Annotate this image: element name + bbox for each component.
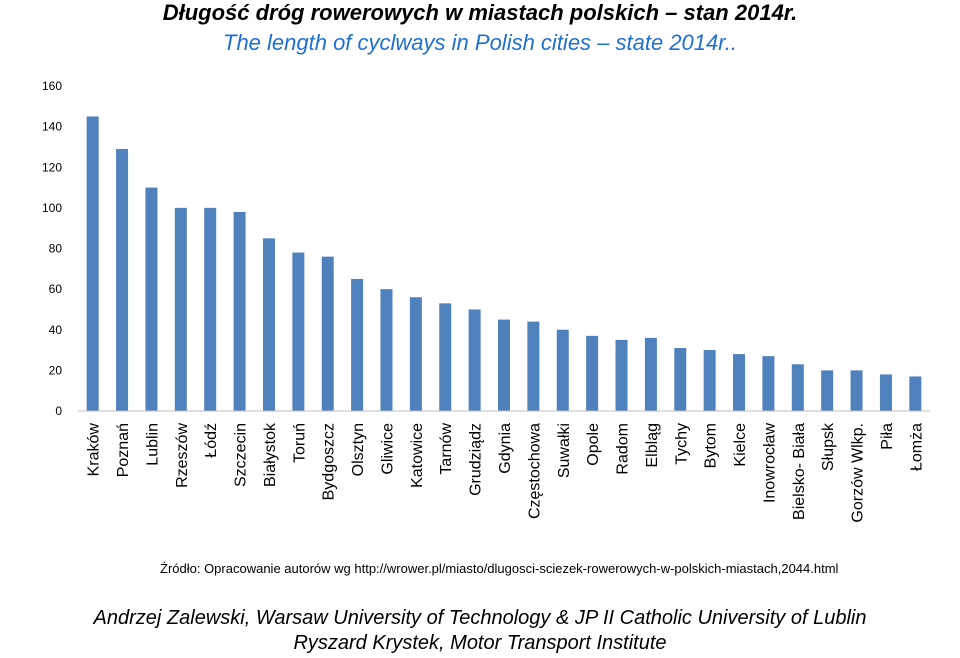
x-tick-label: Częstochowa: [526, 423, 543, 519]
bar: [615, 339, 628, 411]
x-tick-label: Kraków: [86, 423, 103, 477]
bar: [527, 321, 540, 411]
y-tick-label: 80: [49, 242, 63, 256]
x-tick-label: Tarnów: [438, 423, 455, 475]
bar: [439, 303, 452, 411]
footer-authors: Andrzej Zalewski, Warsaw University of T…: [93, 607, 867, 629]
bar: [292, 252, 305, 411]
bar: [556, 329, 569, 411]
x-tick-label: Szczecin: [233, 423, 250, 487]
bar: [586, 335, 599, 411]
bar: [116, 148, 129, 411]
footer-band: [0, 595, 960, 658]
y-tick-label: 0: [55, 404, 62, 418]
x-tick-label: Łódź: [203, 423, 220, 458]
bar: [791, 364, 804, 411]
bar-chart: 0 20 40 60 80 100 120 140 160 Kraków Poznań Lublin…: [42, 79, 930, 523]
bar: [145, 187, 158, 411]
x-tick-label: Kielce: [732, 423, 749, 467]
bar: [262, 238, 275, 411]
bar: [86, 116, 99, 411]
source-note: Źródło: Opracowanie autorów wg http://wr…: [160, 561, 839, 576]
y-tick-label: 140: [42, 120, 62, 134]
bar: [850, 370, 863, 411]
bar: [204, 207, 217, 411]
bar: [674, 348, 687, 411]
chart-subtitle: The length of cyclways in Polish cities …: [223, 30, 737, 55]
x-tick-label: Poznań: [115, 423, 132, 477]
x-tick-label: Bielsko- Biała: [791, 423, 808, 520]
x-tick-label: Opole: [585, 423, 602, 466]
x-tick-label: Rzeszów: [174, 423, 191, 488]
y-tick-label: 60: [49, 282, 63, 296]
bar: [233, 211, 246, 411]
bar: [733, 354, 746, 411]
y-tick-label: 40: [49, 323, 63, 337]
x-tick-label: Gdynia: [497, 423, 514, 474]
bars: [86, 116, 922, 411]
x-tick-label: Gliwice: [379, 423, 396, 475]
bar: [380, 289, 393, 411]
y-tick-label: 20: [49, 363, 63, 377]
x-tick-label: Tychy: [673, 423, 690, 465]
bar: [498, 319, 510, 411]
x-tick-label: Lublin: [144, 423, 161, 466]
bar: [174, 207, 187, 411]
bar: [762, 356, 775, 411]
y-tick-label: 100: [42, 201, 62, 215]
x-tick-label: Gorzów Wlkp.: [850, 423, 867, 523]
x-tick-label: Suwałki: [556, 423, 573, 478]
footer-author-2: Ryszard Krystek, Motor Transport Institu…: [293, 632, 667, 654]
x-tick-label: Olsztyn: [350, 423, 367, 476]
y-tick-label: 160: [42, 79, 62, 93]
bar: [468, 309, 481, 411]
bar: [351, 278, 364, 411]
y-tick-label: 120: [42, 160, 62, 174]
bar: [909, 376, 922, 411]
x-tick-label: Słupsk: [820, 422, 837, 471]
bar: [879, 374, 892, 411]
y-axis: 0 20 40 60 80 100 120 140 160: [42, 79, 62, 418]
bar: [821, 370, 834, 411]
x-tick-label: Inowrocław: [761, 423, 778, 503]
x-tick-label: Katowice: [409, 423, 426, 488]
x-tick-label: Elbląg: [644, 423, 661, 467]
bar: [644, 337, 657, 411]
x-tick-label: Białystok: [262, 422, 279, 487]
x-tick-label: Łomża: [908, 423, 925, 471]
x-axis: Kraków Poznań Lublin Rzeszów Łódź Szczecin Bia…: [78, 410, 930, 523]
chart-title: Długość dróg rowerowych w miastach polsk…: [162, 0, 798, 25]
x-tick-label: Grudziądz: [468, 423, 485, 496]
bar: [409, 297, 422, 411]
x-tick-label: Bydgoszcz: [321, 423, 338, 500]
bar: [321, 256, 334, 411]
x-tick-label: Toruń: [291, 423, 308, 463]
x-tick-label: Bytom: [703, 423, 720, 468]
x-tick-label: Radom: [615, 423, 632, 475]
x-tick-label: Piła: [879, 423, 896, 450]
bar: [703, 350, 716, 411]
